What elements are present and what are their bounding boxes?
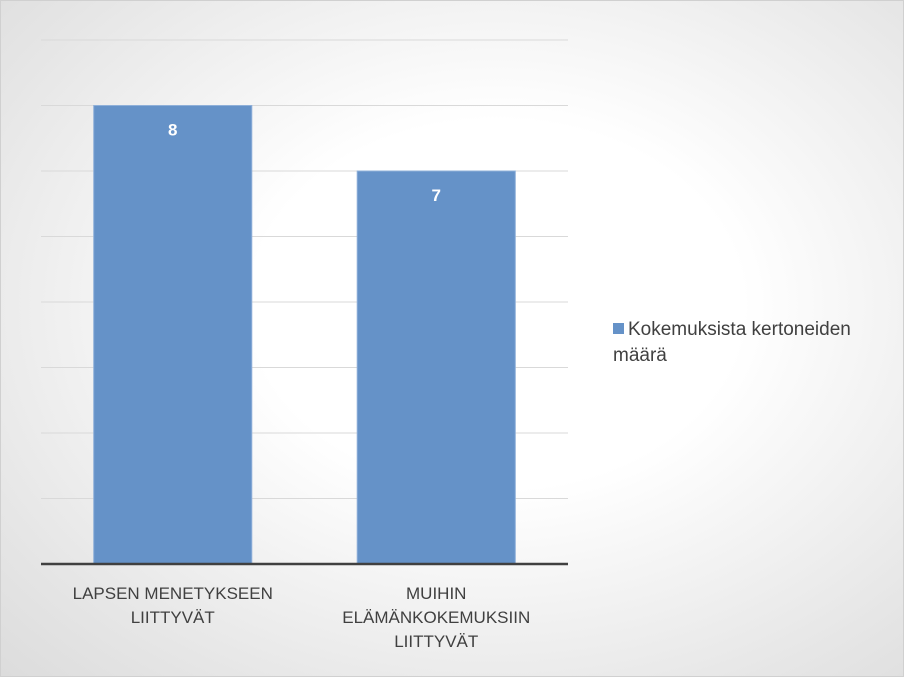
bar [93, 105, 253, 565]
legend-label: Kokemuksista kertoneiden määrä [613, 319, 851, 366]
x-tick-label: MUIHIN ELÄMÄNKOKEMUKSIIN LIITTYVÄT [342, 584, 531, 651]
data-label: 7 [432, 186, 441, 205]
legend-entry: Kokemuksista kertoneiden määrä [613, 317, 898, 369]
x-tick-label: LAPSEN MENETYKSEEN LIITTYVÄT [72, 584, 273, 627]
legend-swatch [613, 323, 624, 334]
bar [356, 170, 516, 565]
data-label: 8 [168, 121, 177, 140]
